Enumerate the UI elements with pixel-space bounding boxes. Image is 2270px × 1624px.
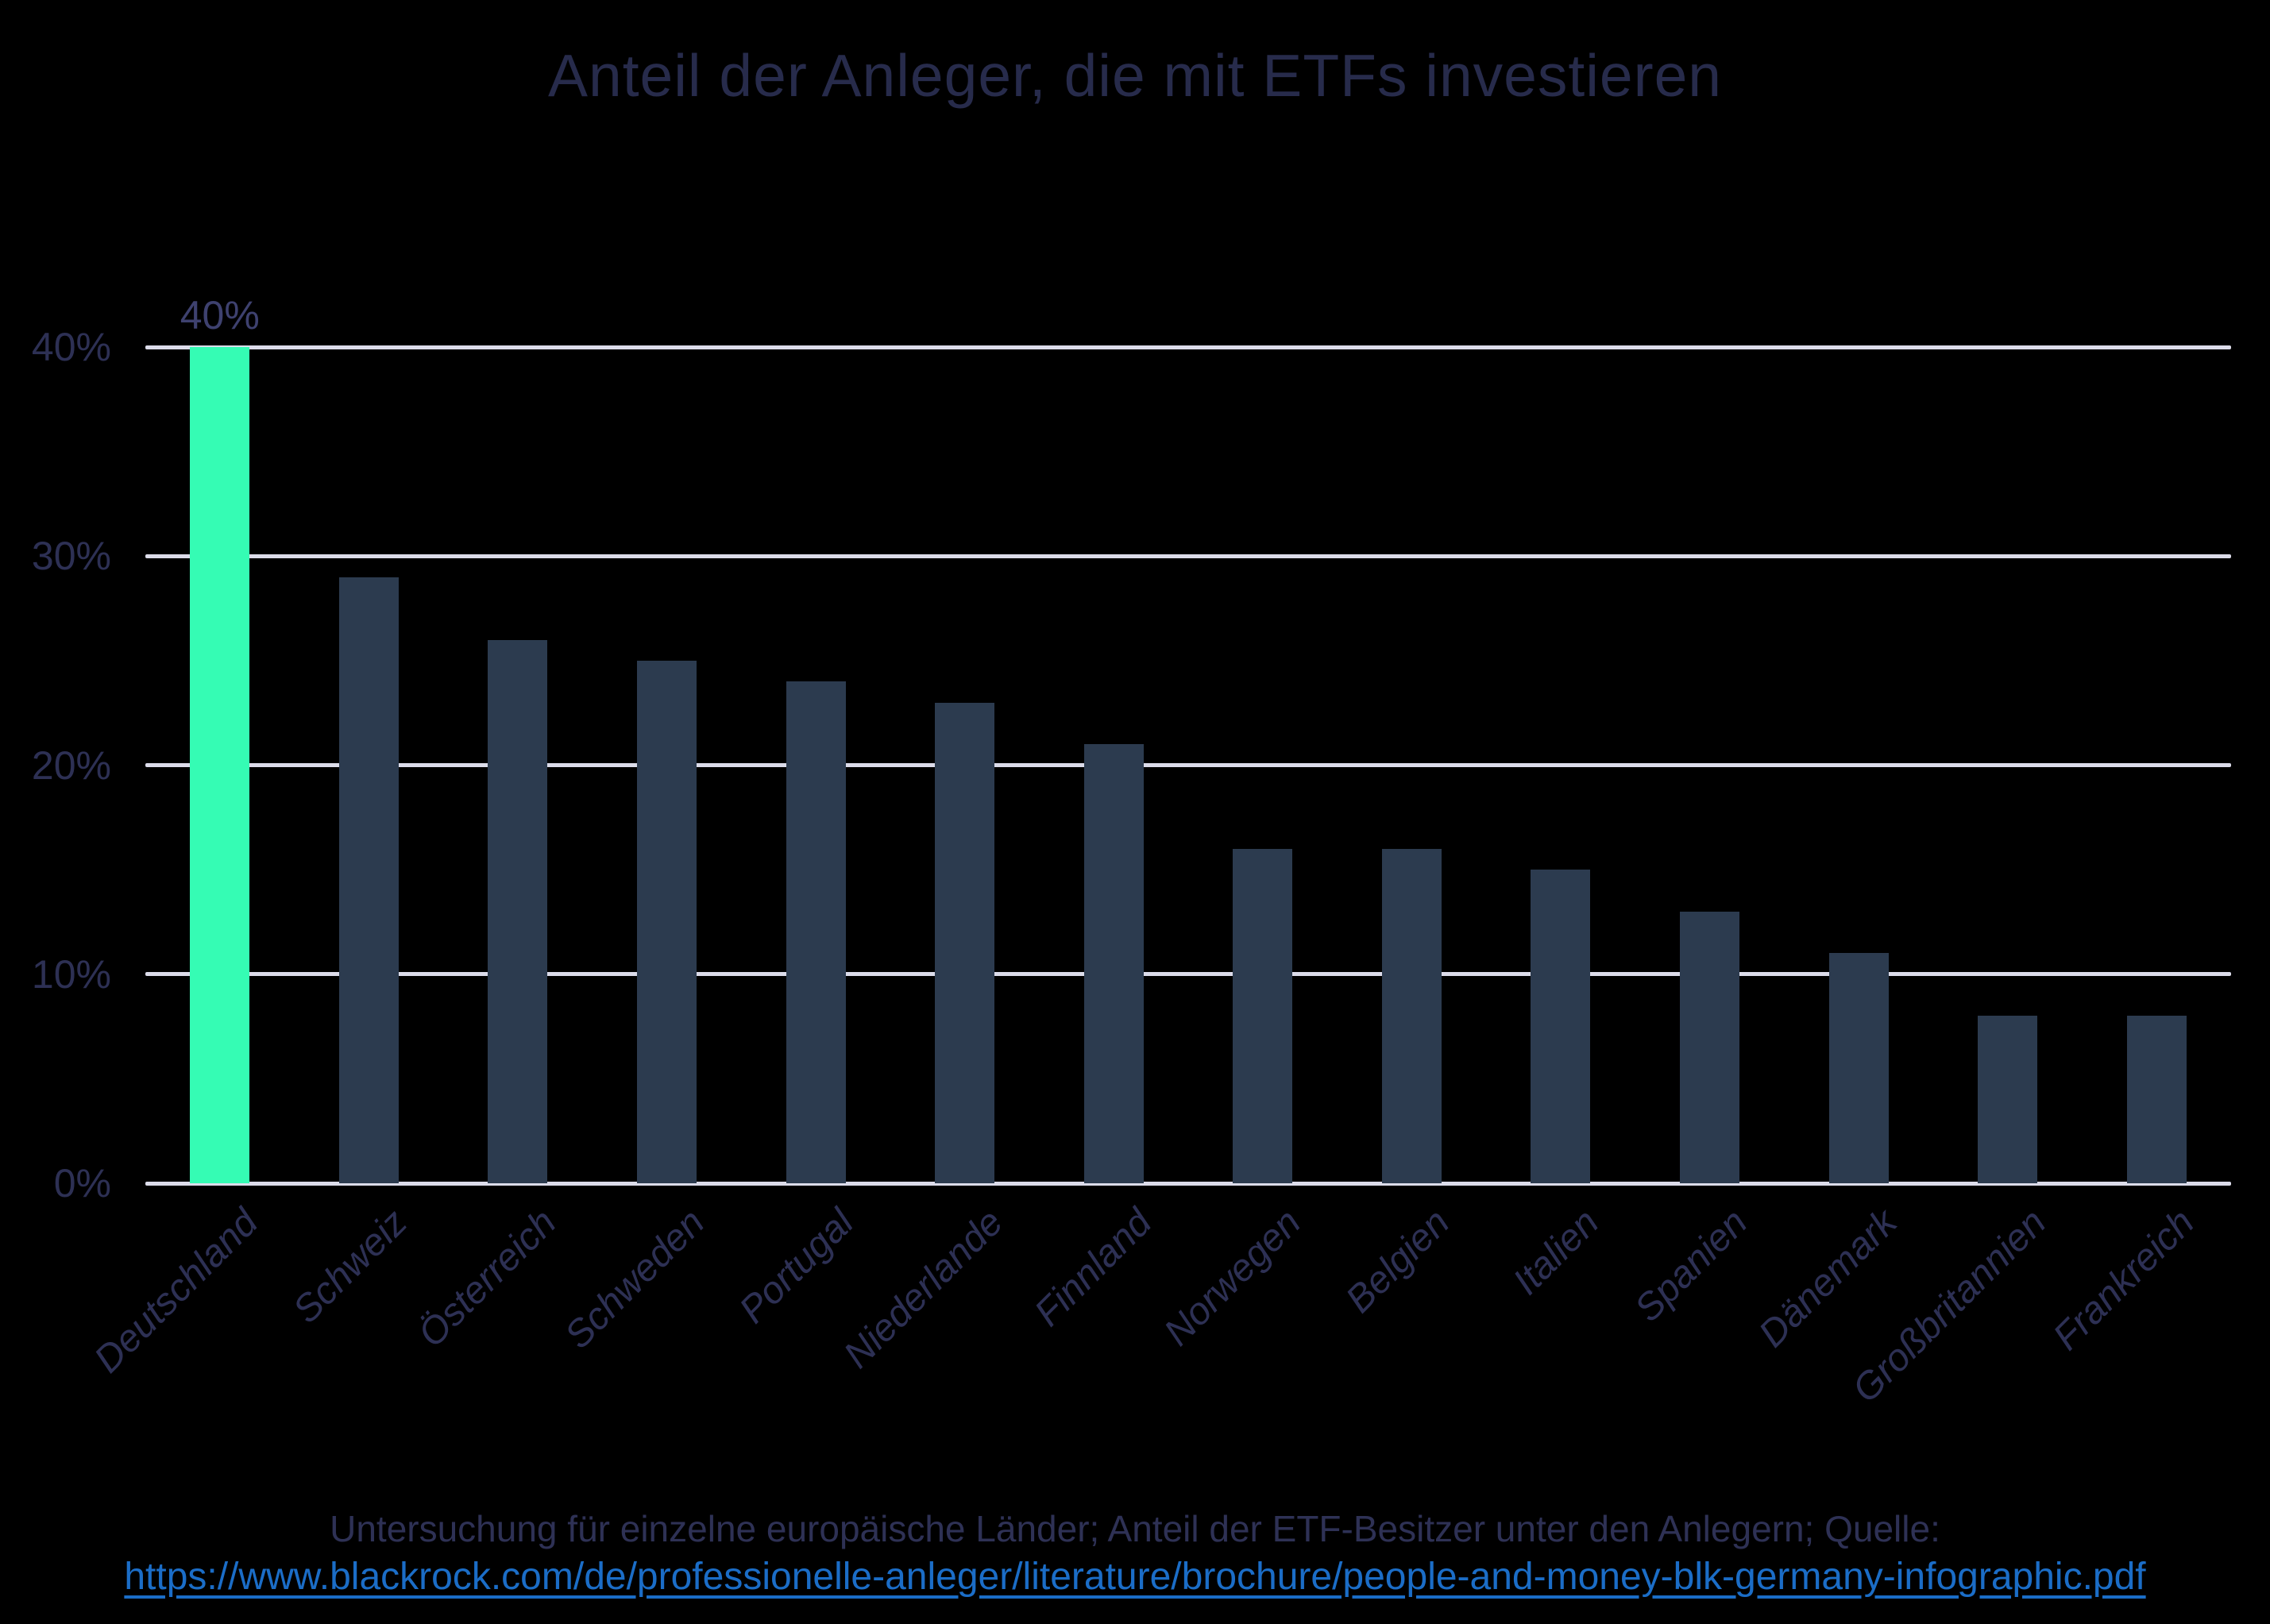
bar-deutschland [190, 347, 250, 1183]
bar-grossbritannien [1978, 1016, 2038, 1183]
chart-source-caption: Untersuchung für einzelne europäische Lä… [330, 1508, 1940, 1549]
source-link-line: https://www.blackrock.com/de/professione… [0, 1555, 2270, 1599]
x-tick-label-portugal: Portugal [732, 1201, 863, 1332]
bar-schweiz [338, 577, 399, 1183]
x-tick-label-italien: Italien [1505, 1201, 1608, 1303]
source-link[interactable]: https://www.blackrock.com/de/professione… [124, 1556, 2146, 1598]
y-tick-label-10%: 10% [31, 951, 111, 997]
gridline-10% [145, 972, 2231, 977]
x-tick-label-spanien: Spanien [1627, 1201, 1756, 1330]
bar-spanien [1680, 911, 1739, 1183]
bar-norwegen [1233, 848, 1293, 1183]
bar-belgien [1381, 848, 1442, 1183]
y-tick-label-20%: 20% [31, 743, 111, 788]
gridline-40% [145, 345, 2231, 349]
x-tick-label-deutschland: Deutschland [86, 1201, 266, 1381]
x-tick-label-frankreich: Frankreich [2045, 1201, 2203, 1359]
y-tick-label-0%: 0% [53, 1161, 111, 1205]
gridline-30% [145, 554, 2231, 558]
bar-value-label-deutschland: 40% [180, 293, 260, 338]
x-tick-label-schweden: Schweden [557, 1201, 713, 1357]
bar-schweden [637, 660, 697, 1183]
x-tick-label-belgien: Belgien [1338, 1201, 1458, 1321]
bar-finnland [1083, 744, 1144, 1183]
y-tick-label-30%: 30% [31, 534, 111, 579]
bar-danemark [1828, 953, 1889, 1183]
x-tick-label-finnland: Finnland [1026, 1201, 1160, 1335]
bar-frankreich [2126, 1016, 2187, 1183]
x-tick-label-schweiz: Schweiz [284, 1201, 415, 1332]
x-tick-label-norwegen: Norwegen [1156, 1201, 1309, 1354]
x-tick-label-osterreich: Österreich [410, 1201, 565, 1356]
bar-osterreich [488, 639, 548, 1183]
x-tick-label-danemark: Dänemark [1751, 1201, 1905, 1356]
bar-italien [1531, 870, 1591, 1183]
bar-niederlande [935, 702, 995, 1183]
x-tick-label-niederlande: Niederlande [836, 1201, 1011, 1377]
bar-portugal [786, 681, 846, 1183]
gridline-0% [145, 1181, 2231, 1186]
chart-title: Anteil der Anleger, die mit ETFs investi… [547, 42, 1722, 109]
gridline-20% [145, 763, 2231, 767]
y-tick-label-40%: 40% [31, 325, 111, 369]
